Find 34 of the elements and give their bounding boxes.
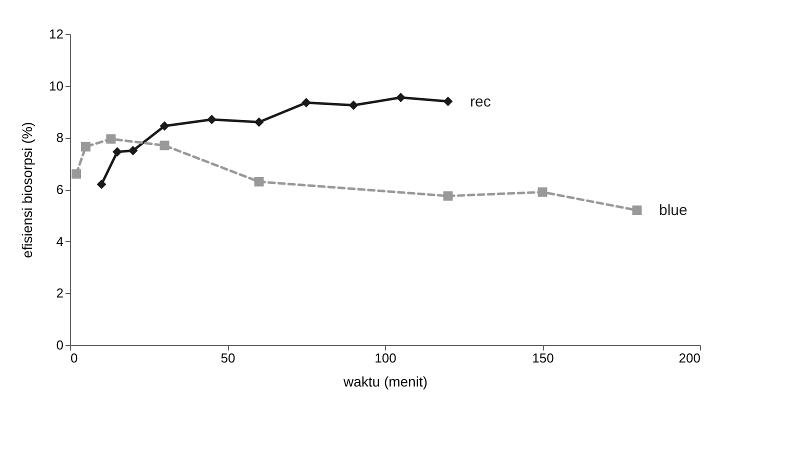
point (302, 98, 311, 108)
point (207, 114, 216, 124)
x-tick-label: 0 (70, 350, 78, 366)
y-tick-label: 2 (56, 286, 64, 301)
y-axis-title: efisiensi biosorpsi (%) (19, 122, 36, 258)
series-label: rec (470, 93, 492, 110)
y-tick-label: 4 (56, 234, 64, 249)
point (106, 134, 116, 144)
point (443, 191, 453, 201)
x-axis-title: waktu (menit) (342, 374, 428, 390)
x-tick-label: 50 (220, 350, 236, 366)
y-tick-label: 10 (49, 78, 64, 94)
point (72, 169, 82, 179)
point (96, 180, 106, 190)
point (112, 147, 122, 157)
x-tick-label: 150 (532, 350, 554, 366)
x-tick-label: 200 (678, 350, 700, 366)
point (538, 187, 548, 197)
y-tick-label: 6 (56, 182, 64, 197)
y-tick-label: 8 (56, 130, 64, 146)
point (348, 100, 358, 110)
point (254, 117, 264, 127)
point (632, 205, 642, 215)
point (128, 146, 138, 156)
x-tick-label: 100 (374, 350, 396, 366)
point (81, 142, 90, 152)
series-label: blue (659, 202, 688, 220)
point (160, 121, 170, 131)
point (396, 92, 406, 102)
point (443, 96, 453, 106)
y-tick-label: 12 (49, 26, 64, 42)
point (254, 176, 264, 186)
y-tick-label: 0 (56, 338, 64, 352)
point (160, 140, 170, 150)
